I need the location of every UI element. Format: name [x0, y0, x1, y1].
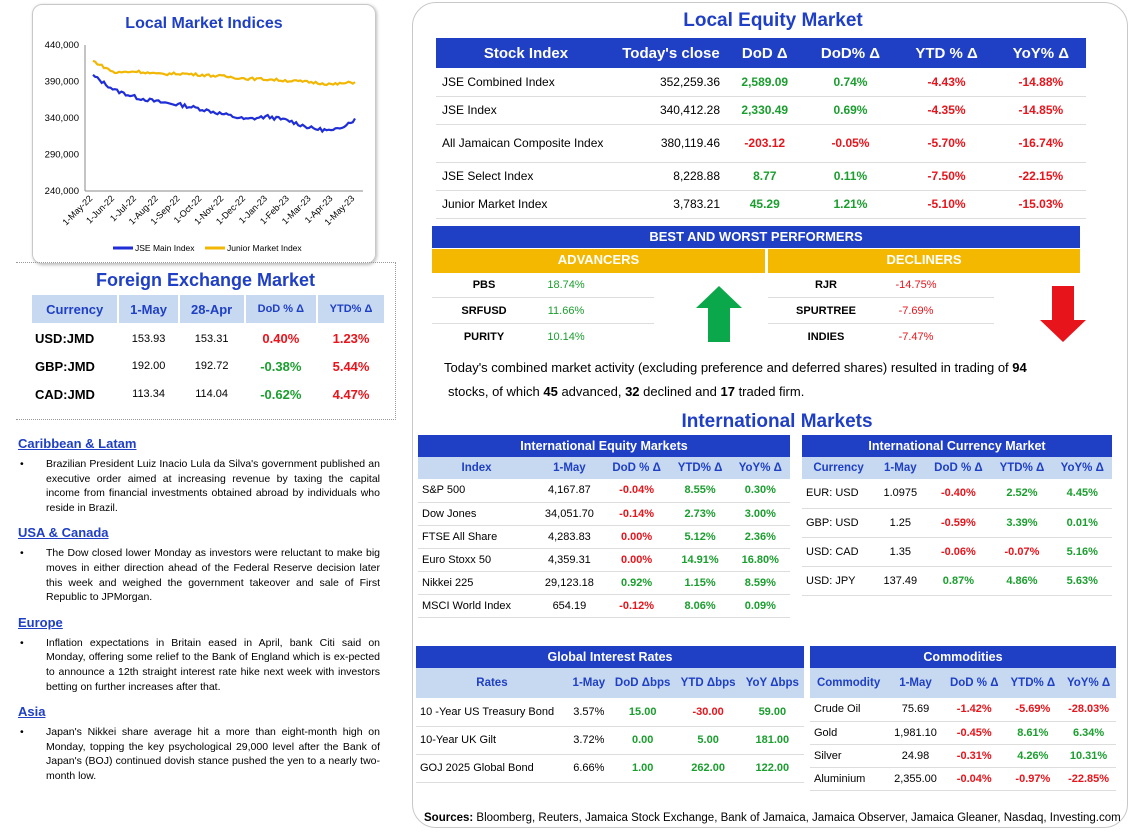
- fx-panel: Foreign Exchange Market Currency 1-May 2…: [16, 262, 396, 420]
- news-text: Brazilian President Luiz Inacio Lula da …: [18, 457, 380, 515]
- table-row: FTSE All Share 4,283.83 0.00% 5.12% 2.36%: [418, 525, 790, 548]
- table-row: EUR: USD 1.0975 -0.40% 2.52% 4.45%: [802, 479, 1112, 508]
- legend-label: JSE Main Index: [135, 243, 195, 253]
- table-row: Aluminium 2,355.00 -0.04% -0.97% -22.85%: [810, 767, 1116, 790]
- table-row: Nikkei 225 29,123.18 0.92% 1.15% 8.59%: [418, 571, 790, 594]
- legend-label: Junior Market Index: [227, 243, 302, 253]
- table-row: S&P 500 4,167.87 -0.04% 8.55% 0.30%: [418, 479, 790, 502]
- intl-equity-title: International Equity Markets: [520, 439, 688, 453]
- equity-row: JSE Combined Index 352,259.36 2,589.09 0…: [436, 68, 1086, 97]
- equity-header: Stock Index: [483, 44, 569, 62]
- advancers-header: ADVANCERS: [432, 249, 765, 273]
- intl-currency-title: International Currency Market: [868, 439, 1046, 453]
- equity-row: JSE Select Index 8,228.88 8.77 0.11% -7.…: [436, 162, 1086, 191]
- advancer-row: PURITY 10.14%: [463, 331, 585, 343]
- table-row: Crude Oil 75.69 -1.42% -5.69% -28.03%: [810, 698, 1116, 721]
- news-text: The Dow closed lower Monday as investors…: [18, 546, 380, 604]
- y-tick-label: 340,000: [45, 113, 79, 124]
- news-text: Inflation expectations in Britain eased …: [18, 636, 380, 694]
- fx-row: USD:JMD 153.93 153.31 0.40% 1.23%: [35, 331, 370, 346]
- fx-header: Currency: [29, 293, 120, 325]
- equity-panel: [412, 2, 1128, 828]
- commodities-table: Commodities Commodity 1-May DoD % Δ YTD%…: [810, 646, 1116, 791]
- news-section: Caribbean & Latam Brazilian President Lu…: [18, 436, 380, 794]
- down-arrow-icon: [1040, 286, 1086, 342]
- equity-header: DoD% Δ: [820, 44, 881, 62]
- chart-title: Local Market Indices: [125, 15, 283, 32]
- news-item: Caribbean & Latam Brazilian President Lu…: [18, 436, 380, 515]
- equity-header: Today's close: [622, 44, 720, 62]
- table-row: GBP: USD 1.25 -0.59% 3.39% 0.01%: [802, 508, 1112, 537]
- fx-header: DoD % Δ: [243, 293, 319, 325]
- y-tick-label: 440,000: [45, 40, 79, 51]
- decliner-row: RJR -14.75%: [768, 272, 994, 298]
- news-item: Asia Japan's Nikkei share average hit a …: [18, 704, 380, 783]
- table-row: USD: CAD 1.35 -0.06% -0.07% 5.16%: [802, 537, 1112, 566]
- fx-table: Currency 1-May 28-Apr DoD % Δ YTD% Δ USD…: [29, 293, 386, 408]
- fx-title: Foreign Exchange Market: [95, 270, 316, 290]
- series-line-jse-main: [92, 73, 356, 134]
- equity-header: YoY% Δ: [1012, 44, 1070, 62]
- fx-header: 28-Apr: [177, 293, 246, 325]
- table-row: Euro Stoxx 50 4,359.31 0.00% 14.91% 16.80%: [418, 548, 790, 571]
- decliner-row: SPURTREE -7.69%: [768, 298, 994, 324]
- news-item: USA & Canada The Dow closed lower Monday…: [18, 525, 380, 604]
- rates-title: Global Interest Rates: [547, 650, 673, 664]
- series-line-junior: [92, 59, 356, 87]
- equity-row: Junior Market Index 3,783.21 45.29 1.21%…: [436, 190, 1086, 219]
- table-row: GOJ 2025 Global Bond 6.66% 1.00 262.00 122.0…: [416, 754, 804, 782]
- table-row: 10-Year UK Gilt 3.72% 0.00 5.00 181.00: [416, 726, 804, 754]
- intl-currency-table: International Currency Market Currency 1…: [802, 435, 1112, 596]
- table-row: MSCI World Index 654.19 -0.12% 8.06% 0.09%: [418, 594, 790, 617]
- news-heading[interactable]: Europe: [18, 614, 63, 630]
- market-summary: Today's combined market activity (exclud…: [444, 360, 1027, 399]
- equity-row: All Jamaican Composite Index 380,119.46 …: [436, 124, 1086, 163]
- y-tick-label: 390,000: [45, 77, 79, 88]
- decliners-list: RJR -14.75% SPURTREE -7.69% INDIES -7.47…: [768, 272, 994, 350]
- equity-row: JSE Index 340,412.28 2,330.49 0.69% -4.3…: [436, 96, 1086, 125]
- advancer-row: PBS 18.74%: [432, 272, 654, 298]
- news-heading[interactable]: USA & Canada: [18, 525, 109, 541]
- equity-header: DoD Δ: [741, 44, 788, 62]
- fx-header: YTD% Δ: [316, 293, 386, 325]
- fx-row: CAD:JMD 113.34 114.04 -0.62% 4.47%: [35, 386, 370, 402]
- local-indices-chart: 440,000390,000340,000290,000240,0001-May…: [45, 40, 363, 253]
- best-worst-title: BEST AND WORST PERFORMERS: [432, 226, 1080, 248]
- table-row: Dow Jones 34,051.70 -0.14% 2.73% 3.00%: [418, 502, 790, 525]
- table-row: 10 -Year US Treasury Bond 3.57% 15.00 -30.0…: [416, 698, 804, 726]
- advancer-row: SRFUSD 11.66%: [432, 298, 654, 324]
- equity-title: Local Equity Market: [683, 10, 863, 31]
- news-heading[interactable]: Asia: [18, 704, 46, 720]
- news-heading[interactable]: Caribbean & Latam: [18, 436, 137, 451]
- y-tick-label: 290,000: [45, 150, 79, 161]
- decliners-header: DECLINERS: [768, 249, 1080, 273]
- news-text: Japan's Nikkei share average hit a more …: [18, 725, 380, 783]
- fx-header: 1-May: [117, 293, 180, 325]
- sources-line: Sources: Bloomberg, Reuters, Jamaica Sto…: [424, 812, 1121, 824]
- y-tick-label: 240,000: [45, 186, 79, 197]
- local-indices-chart-panel: Local Market Indices 440,000 390,000 340,0…: [32, 4, 376, 264]
- fx-row: GBP:JMD 192.00 192.72 -0.38% 5.44%: [35, 358, 370, 374]
- table-row: Gold 1,981.10 -0.45% 8.61% 6.34%: [810, 721, 1116, 744]
- intl-equity-table: International Equity Markets Index 1-May…: [418, 435, 790, 618]
- news-item: Europe Inflation expectations in Britain…: [18, 615, 380, 694]
- advancers-list: PBS 18.74% SRFUSD 11.66% PURITY 10.14%: [432, 272, 654, 350]
- up-arrow-icon: [696, 286, 742, 342]
- commodities-title: Commodities: [923, 650, 1003, 664]
- intl-title: International Markets: [681, 411, 873, 432]
- equity-table: Stock Index Today's close DoD Δ DoD% Δ Y…: [436, 38, 1086, 219]
- table-row: USD: JPY 137.49 0.87% 4.86% 5.63%: [802, 566, 1112, 595]
- equity-header: YTD % Δ: [915, 44, 978, 62]
- rates-table: Global Interest Rates Rates 1-May DoD Δb…: [416, 646, 804, 783]
- table-row: Silver 24.98 -0.31% 4.26% 10.31%: [810, 744, 1116, 767]
- decliner-row: INDIES -7.47%: [807, 331, 934, 343]
